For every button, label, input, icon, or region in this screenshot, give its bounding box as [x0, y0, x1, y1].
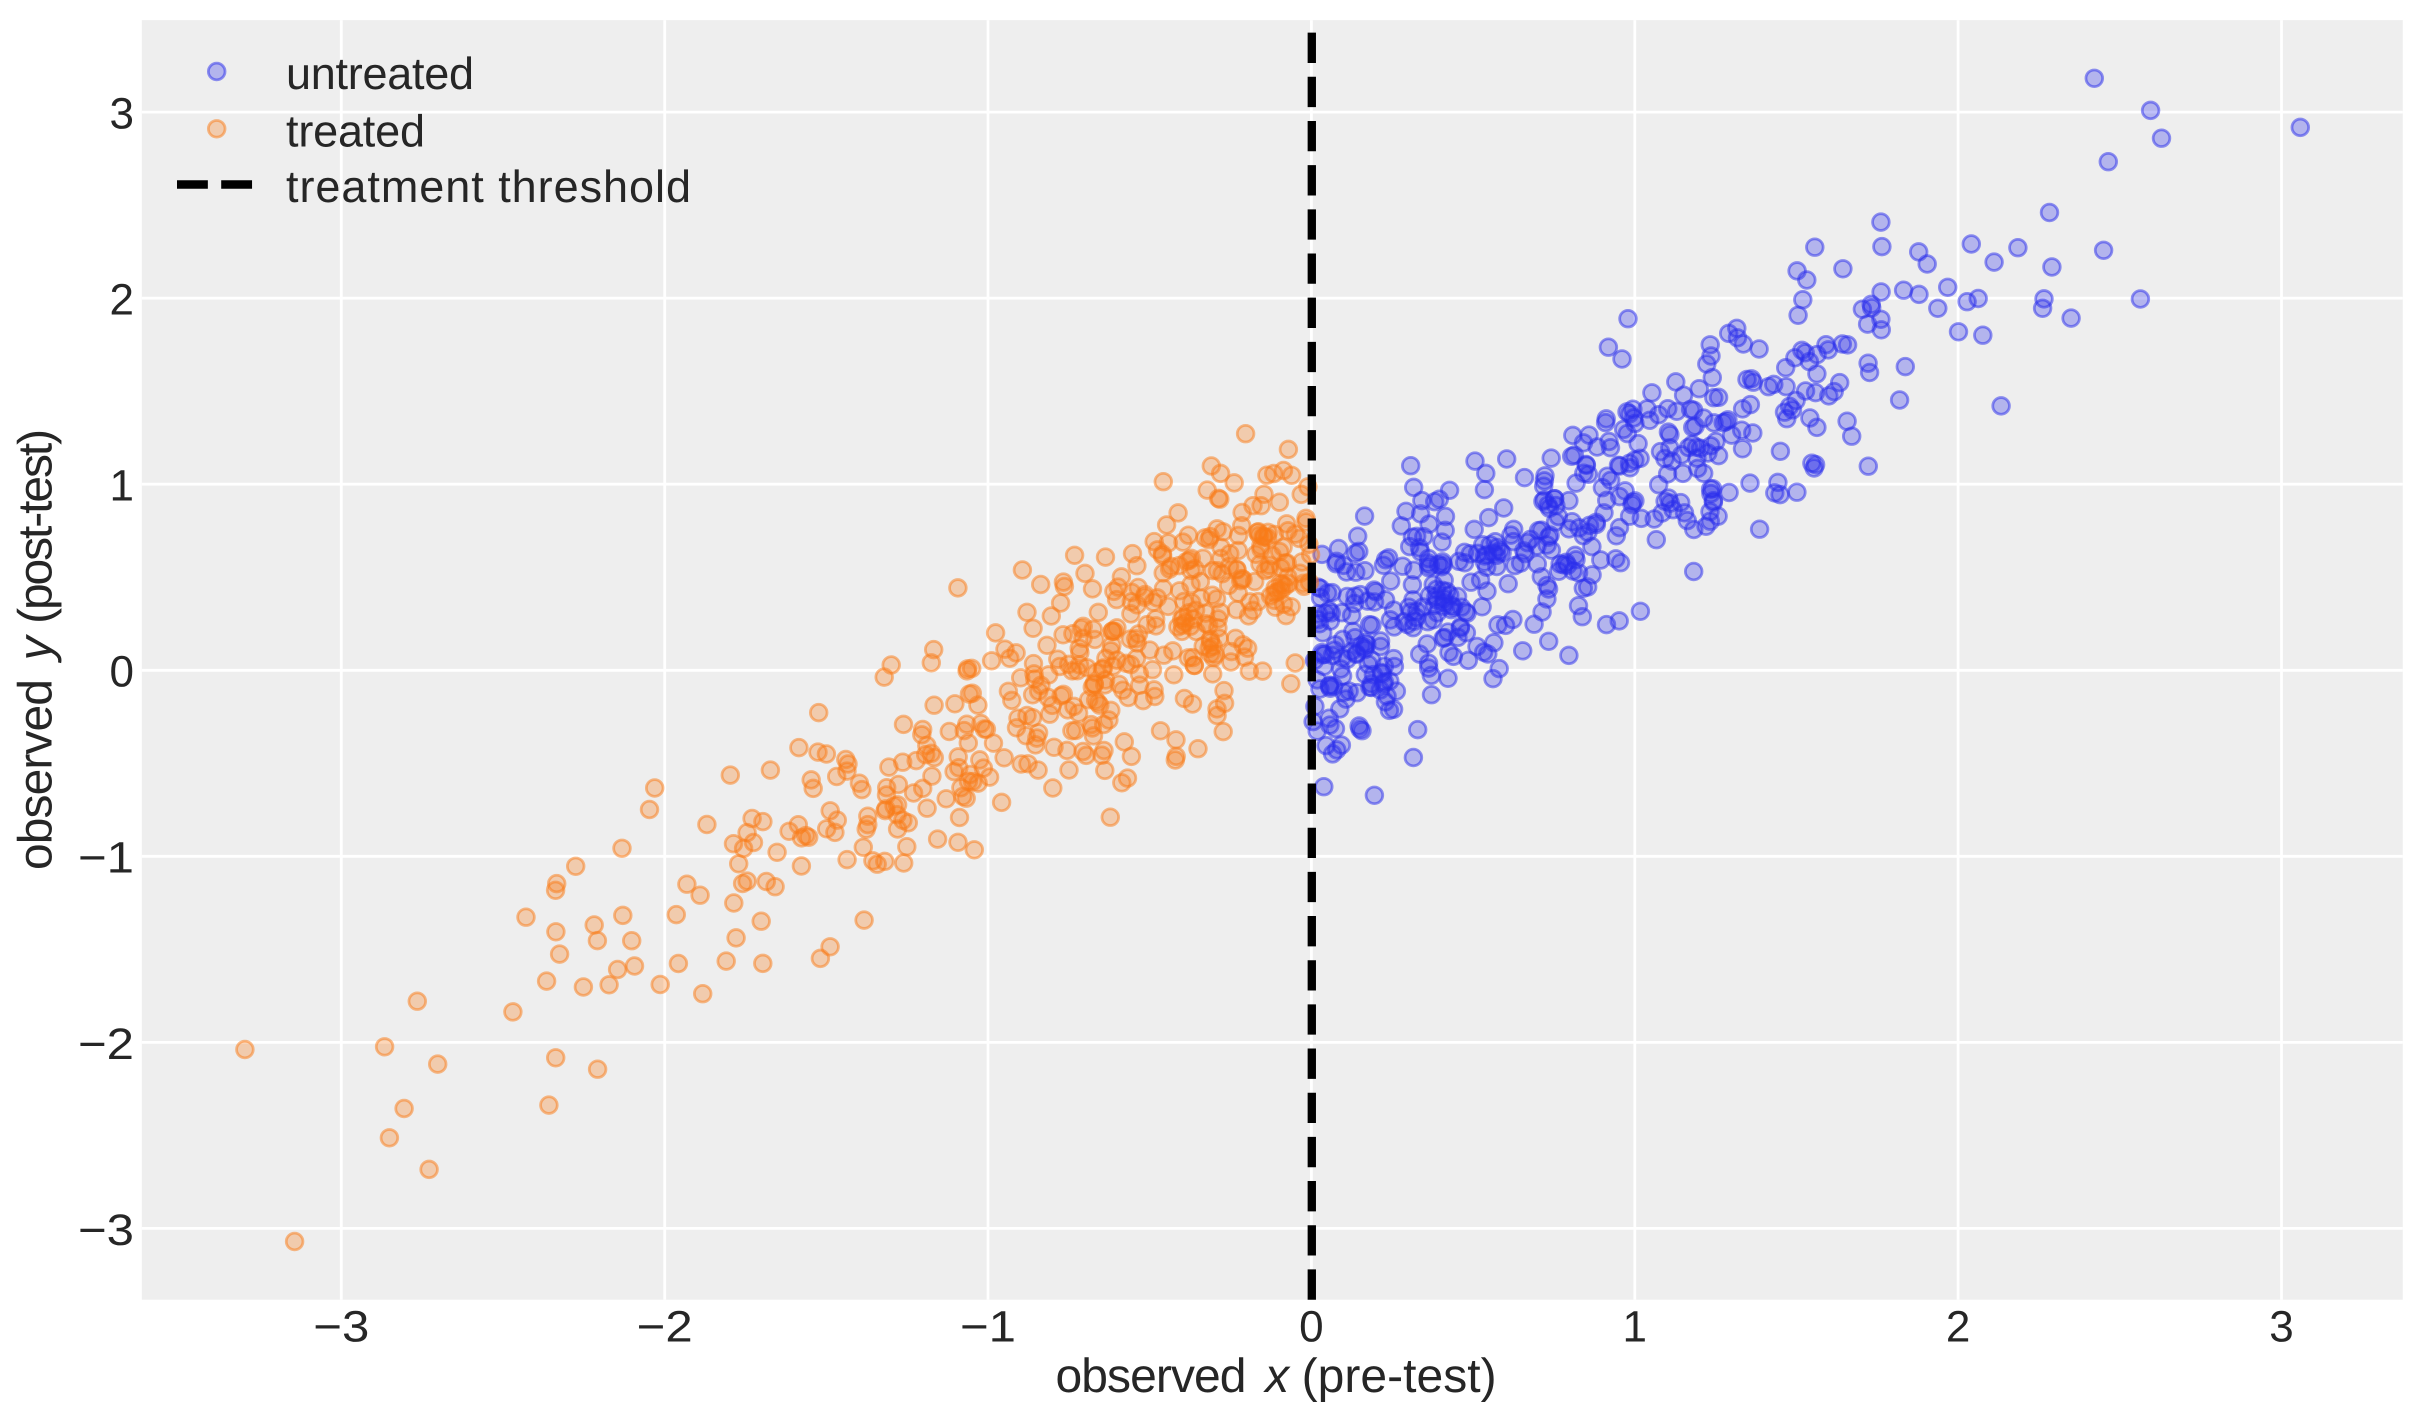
svg-text:1: 1: [110, 462, 134, 511]
svg-text:0: 0: [110, 648, 134, 697]
svg-text:2: 2: [1946, 1303, 1970, 1352]
svg-text:0: 0: [1299, 1303, 1323, 1352]
svg-text:−1: −1: [78, 834, 134, 883]
svg-text:observed: observed: [1056, 1350, 1247, 1403]
svg-text:2: 2: [110, 276, 134, 325]
svg-text:1: 1: [1623, 1303, 1647, 1352]
svg-text:−2: −2: [637, 1303, 693, 1352]
svg-text:−2: −2: [78, 1020, 134, 1069]
svg-text:treatment threshold: treatment threshold: [286, 161, 691, 212]
svg-text:−3: −3: [78, 1206, 134, 1255]
svg-text:x: x: [1263, 1350, 1291, 1403]
svg-text:untreated: untreated: [286, 48, 474, 99]
svg-text:−1: −1: [960, 1303, 1016, 1352]
svg-text:3: 3: [110, 90, 134, 139]
svg-text:3: 3: [2269, 1303, 2293, 1352]
svg-text:treated: treated: [286, 105, 425, 156]
svg-text:y: y: [10, 633, 63, 663]
svg-text:(pre-test): (pre-test): [1302, 1350, 1497, 1403]
svg-text:(post-test): (post-test): [10, 429, 63, 624]
svg-text:observed: observed: [10, 679, 63, 870]
svg-text:−3: −3: [313, 1303, 369, 1352]
